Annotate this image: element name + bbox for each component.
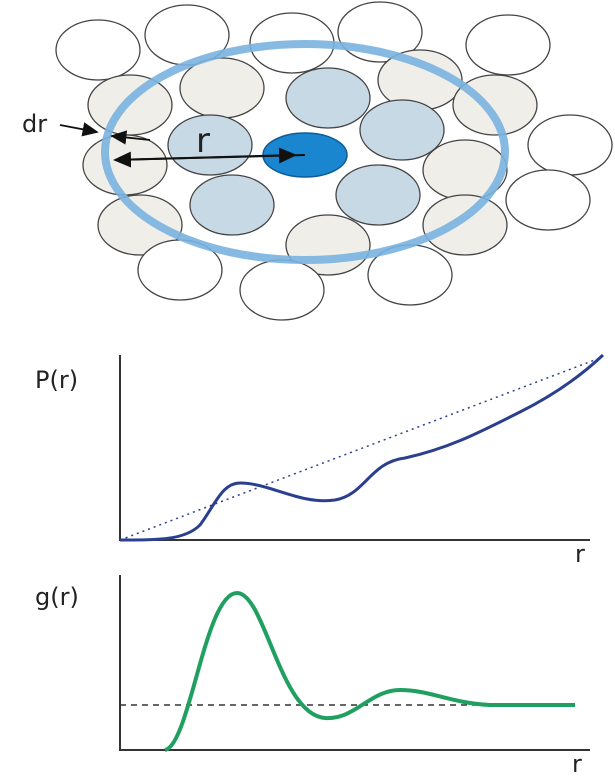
x-label: r bbox=[575, 540, 585, 568]
page: dr r P(r) r g(r) r bbox=[0, 0, 615, 777]
r-label: r bbox=[196, 121, 210, 161]
x-label: r bbox=[572, 750, 582, 777]
g-plot: g(r) r bbox=[35, 575, 590, 777]
p-plot: P(r) r bbox=[35, 355, 603, 568]
particle-diagram: dr r bbox=[22, 2, 612, 320]
y-label: g(r) bbox=[35, 583, 79, 611]
dr-label: dr bbox=[22, 110, 47, 138]
y-label: P(r) bbox=[35, 366, 78, 394]
